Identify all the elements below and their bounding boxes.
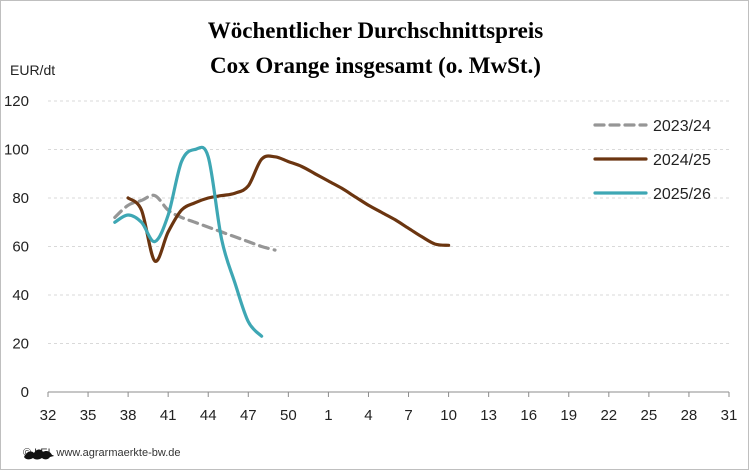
y-tick-label: 80 xyxy=(12,190,29,207)
x-tick-label: 47 xyxy=(240,407,257,424)
x-tick-label: 4 xyxy=(364,407,372,424)
gridlines xyxy=(48,100,729,344)
legend-label: 2025/26 xyxy=(653,186,711,203)
y-axis-ticks: 0 20 40 60 80 100 120 xyxy=(4,93,29,401)
y-tick-label: 40 xyxy=(12,287,29,304)
x-tick-label: 13 xyxy=(480,407,497,424)
x-tick-label: 50 xyxy=(280,407,297,424)
series-line-2025-26 xyxy=(113,145,264,338)
y-axis-label: EUR/dt xyxy=(10,62,56,78)
y-tick-label: 0 xyxy=(21,384,29,401)
x-tick-label: 38 xyxy=(120,407,137,424)
x-tick-label: 35 xyxy=(80,407,97,424)
x-tick-label: 31 xyxy=(721,407,738,424)
y-tick-label: 120 xyxy=(4,93,29,110)
series-lines xyxy=(113,145,451,338)
y-tick-label: 60 xyxy=(12,239,29,256)
legend-label: 2024/25 xyxy=(653,152,711,169)
chart-title: Wöchentlicher Durchschnittspreis xyxy=(207,18,544,43)
x-tick-label: 7 xyxy=(404,407,412,424)
x-tick-label: 28 xyxy=(681,407,698,424)
legend: 2023/24 2024/25 2025/26 xyxy=(593,118,711,203)
x-tick-label: 1 xyxy=(324,407,332,424)
legend-label: 2023/24 xyxy=(653,118,711,135)
footer: © LEL www.agrarmaerkte-bw.de xyxy=(23,447,181,460)
chart-subtitle: Cox Orange insgesamt (o. MwSt.) xyxy=(210,53,541,78)
series-line-2023-24 xyxy=(113,193,277,252)
lion-logo-icon xyxy=(24,449,54,460)
y-tick-label: 100 xyxy=(4,142,29,159)
x-tick-label: 22 xyxy=(600,407,617,424)
x-tick-label: 41 xyxy=(160,407,177,424)
y-tick-label: 20 xyxy=(12,336,29,353)
x-tick-label: 25 xyxy=(641,407,658,424)
footer-credit: © LEL www.agrarmaerkte-bw.de xyxy=(23,447,181,459)
series-line-2024-25 xyxy=(126,154,451,263)
x-tick-label: 16 xyxy=(520,407,537,424)
x-tick-label: 32 xyxy=(40,407,57,424)
x-tick-label: 44 xyxy=(200,407,217,424)
x-tick-label: 19 xyxy=(560,407,577,424)
x-axis: 32 35 38 41 44 47 50 1 4 7 10 13 16 19 22 25 28 31 xyxy=(40,391,738,424)
x-tick-label: 10 xyxy=(440,407,457,424)
